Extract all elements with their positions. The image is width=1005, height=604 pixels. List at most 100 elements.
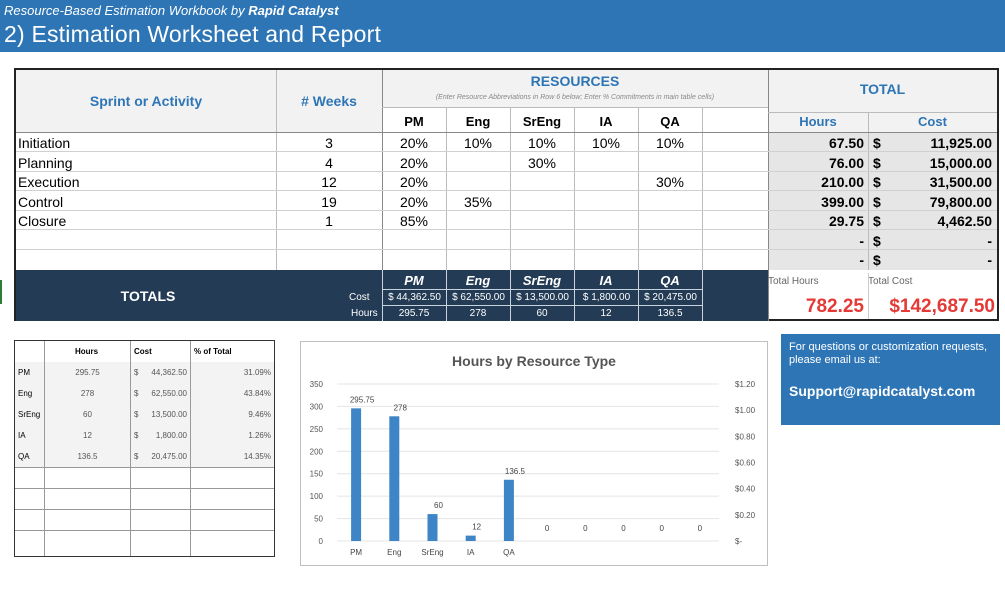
pct-cell[interactable]: 20%: [399, 135, 429, 151]
activity-weeks[interactable]: 3: [325, 135, 333, 151]
bar-data-label: 295.75: [350, 395, 375, 404]
y-tick-label: 50: [314, 515, 323, 524]
grand-hours-label: Total Hours: [768, 276, 819, 287]
pct-cell[interactable]: 10%: [655, 135, 685, 151]
pct-cell[interactable]: 10%: [591, 135, 621, 151]
resources-note: (Enter Resource Abbreviations in Row 6 b…: [435, 94, 715, 101]
y-tick-label: 0: [319, 537, 324, 546]
hours-chart-svg: Hours by Resource Type 295.75 278 60 12 136.…: [310, 353, 756, 557]
empty-cell: [131, 467, 191, 488]
res-hours-qa: 136.5: [657, 308, 683, 319]
bar-data-label: 0: [659, 524, 664, 533]
chart-title: Hours by Resource Type: [452, 353, 616, 369]
summary-cost: 20,475.00: [143, 446, 191, 467]
res-hours-sreng: 60: [536, 308, 548, 319]
pct-cell[interactable]: 35%: [463, 194, 493, 210]
grid-line: [574, 107, 575, 270]
x-tick-label: PM: [350, 548, 362, 557]
pct-cell[interactable]: 85%: [399, 213, 429, 229]
row-cost: -: [987, 252, 992, 268]
summary-hours: 136.5: [45, 446, 131, 467]
totals-grid-line: [510, 270, 511, 321]
support-email-link[interactable]: Support@rapidcatalyst.com: [789, 383, 976, 399]
activity-name[interactable]: Planning: [18, 155, 73, 171]
summary-hours: 278: [45, 383, 131, 404]
empty-cell: [45, 488, 131, 509]
totals-grid-line: [382, 289, 702, 290]
grid-line: [276, 70, 277, 270]
row-dollar: $: [873, 155, 881, 171]
grid-line: [768, 70, 769, 321]
empty-cell: [45, 509, 131, 530]
grid-line: [702, 107, 703, 270]
pct-cell[interactable]: 10%: [527, 135, 557, 151]
summary-dollar: $: [134, 452, 139, 461]
summary-hours: 12: [45, 425, 131, 446]
pct-cell[interactable]: 20%: [399, 174, 429, 190]
grid-line: [768, 112, 997, 113]
subtitle-brand: Rapid Catalyst: [248, 3, 339, 18]
grand-cost-value: $142,687.50: [889, 296, 995, 317]
bar-data-label: 0: [545, 524, 550, 533]
pct-cell[interactable]: 30%: [655, 174, 685, 190]
summary-header-cell: [15, 341, 45, 362]
page-title: 2) Estimation Worksheet and Report: [4, 21, 382, 47]
totals-res-header-ia: IA: [599, 273, 613, 288]
totals-res-header-qa: QA: [660, 273, 680, 288]
pct-cell[interactable]: 30%: [527, 155, 557, 171]
hours-chart[interactable]: Hours by Resource Type 295.75 278 60 12 136.…: [300, 341, 768, 566]
resource-header-sreng[interactable]: SrEng: [522, 114, 562, 129]
grand-hours-value: 782.25: [805, 296, 864, 317]
summary-dollar: $: [134, 431, 139, 440]
res-hours-ia: 12: [600, 308, 612, 319]
empty-cell: [131, 488, 191, 509]
empty-cell: [45, 467, 131, 488]
activity-name[interactable]: Closure: [18, 213, 67, 229]
workbook-subtitle: Resource-Based Estimation Workbook by Ra…: [4, 3, 339, 18]
chart-bar: [427, 514, 438, 541]
resource-header-pm[interactable]: PM: [404, 114, 424, 129]
activity-weeks[interactable]: 4: [325, 155, 333, 171]
activity-name[interactable]: Control: [18, 194, 64, 210]
activity-name[interactable]: Initiation: [18, 135, 71, 151]
summary-header-cell: % of Total: [194, 347, 232, 356]
chart-bar: [389, 416, 400, 541]
summary-dollar: $: [134, 368, 139, 377]
activity-weeks[interactable]: 1: [325, 213, 333, 229]
bar-data-label: 0: [583, 524, 588, 533]
row-dollar: $: [873, 174, 881, 190]
totals-grid-line: [702, 270, 703, 321]
grid-line: [382, 70, 383, 270]
summary-percent: 1.26%: [248, 431, 271, 440]
bar-data-label: 12: [472, 523, 481, 532]
summary-resource: QA: [15, 446, 45, 467]
totals-grid-line: [574, 270, 575, 321]
row-cost: 15,000.00: [929, 155, 992, 171]
grid-line: [16, 249, 997, 250]
resource-header-qa[interactable]: QA: [660, 114, 680, 129]
total-cost-header: Cost: [918, 114, 947, 129]
support-question: For questions or customization requests,…: [789, 341, 988, 366]
empty-cell: [15, 530, 45, 556]
row-cost: 31,500.00: [929, 174, 992, 190]
pct-cell[interactable]: 20%: [399, 194, 429, 210]
header-resources-bg: [382, 70, 768, 107]
y2-tick-label: $0.40: [735, 485, 756, 494]
res-cost-ia: $ 1,800.00: [582, 292, 631, 303]
row-dollar: $: [873, 135, 881, 151]
summary-cost: 13,500.00: [143, 404, 191, 425]
activity-weeks[interactable]: 12: [321, 174, 337, 190]
y-tick-label: 300: [310, 402, 324, 411]
res-hours-eng: 278: [469, 308, 487, 319]
pct-cell[interactable]: 10%: [463, 135, 493, 151]
activity-weeks[interactable]: 19: [321, 194, 337, 210]
empty-cell: [15, 467, 45, 488]
summary-resource: SrEng: [15, 404, 45, 425]
x-tick-label: IA: [467, 548, 475, 557]
resource-header-ia[interactable]: IA: [599, 114, 613, 129]
y2-tick-label: $0.80: [735, 432, 756, 441]
pct-cell[interactable]: 20%: [399, 155, 429, 171]
y-tick-label: 150: [310, 470, 324, 479]
resource-header-eng[interactable]: Eng: [465, 114, 491, 129]
activity-name[interactable]: Execution: [18, 174, 80, 190]
